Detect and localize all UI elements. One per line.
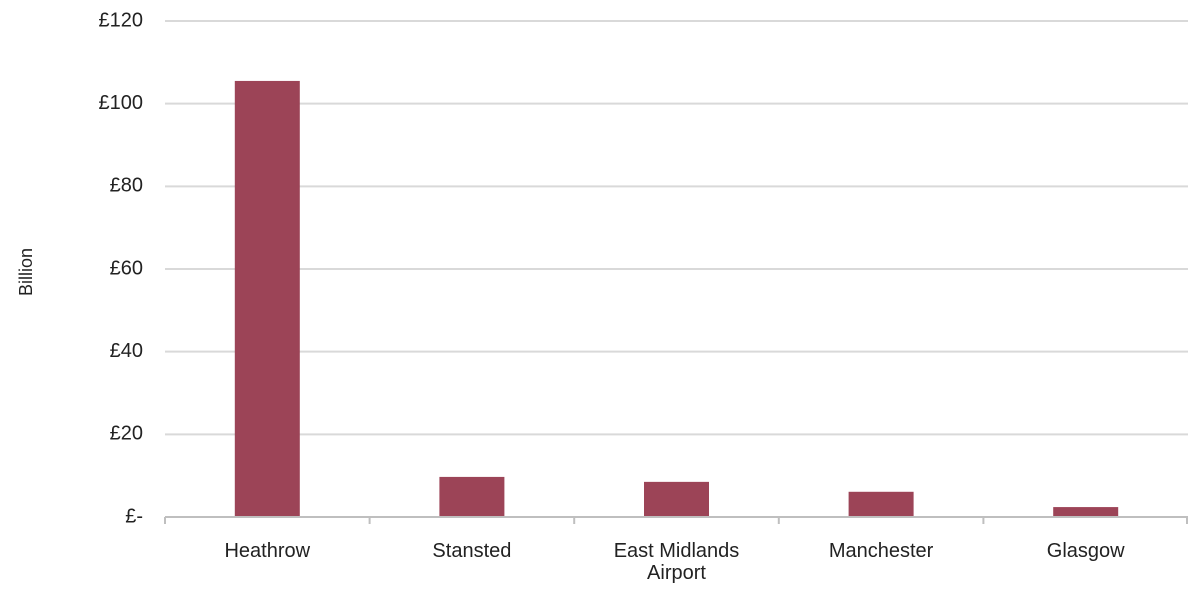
y-axis-title: Billion <box>16 248 36 296</box>
x-category-label: Heathrow <box>224 540 310 562</box>
x-category-label: Stansted <box>432 540 511 562</box>
y-tick-label: £80 <box>110 175 143 197</box>
x-category-label: Manchester <box>829 540 934 562</box>
bars <box>234 80 1119 517</box>
y-axis-tick-labels: £- £20 £40 £60 £80 £100 £120 <box>99 9 144 527</box>
bar <box>848 491 914 517</box>
gridlines <box>165 20 1188 436</box>
y-tick-label: £40 <box>110 340 143 362</box>
y-tick-label: £- <box>125 505 143 527</box>
x-category-label: Glasgow <box>1047 540 1125 562</box>
bar <box>644 481 709 517</box>
bar <box>1053 507 1119 517</box>
x-category-label: East Midlands Airport <box>614 540 740 584</box>
bar <box>234 80 300 517</box>
y-tick-label: £120 <box>99 9 144 31</box>
y-tick-label: £100 <box>99 92 144 114</box>
y-tick-label: £60 <box>110 257 143 279</box>
x-axis <box>164 516 1188 524</box>
x-axis-category-labels: Heathrow Stansted East Midlands Airport Manc… <box>224 540 1125 584</box>
bar <box>439 476 505 517</box>
y-tick-label: £20 <box>110 423 143 445</box>
